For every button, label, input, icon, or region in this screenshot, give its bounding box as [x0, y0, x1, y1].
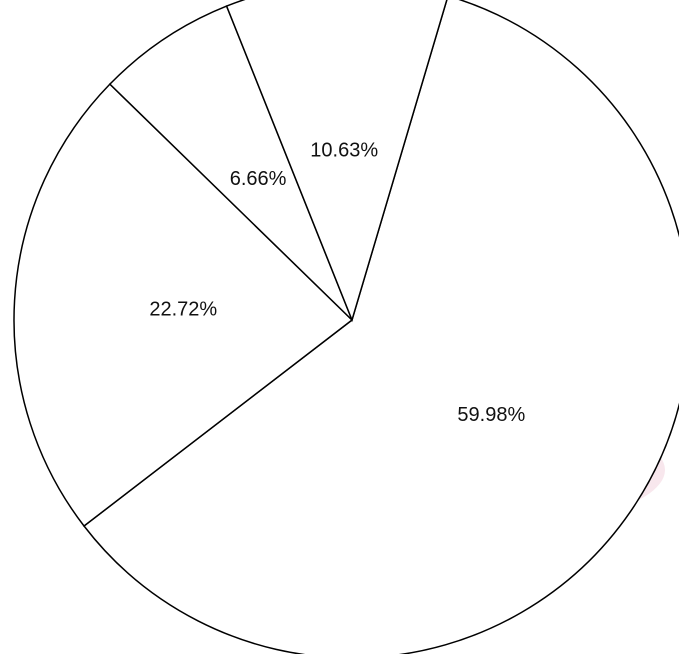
value-label: 10.63% [310, 139, 378, 161]
pie: 59.98% 22.72% 6.66% 10.63% [14, 0, 679, 654]
page: 59.98%22.72%6.66%10.63% (() => { const d… [0, 0, 679, 654]
value-label: 6.66% [230, 168, 287, 190]
value-label: 59.98% [457, 404, 525, 426]
value-label: 22.72% [149, 298, 217, 320]
chart: 59.98% 22.72% 6.66% 10.63% [0, 0, 679, 654]
